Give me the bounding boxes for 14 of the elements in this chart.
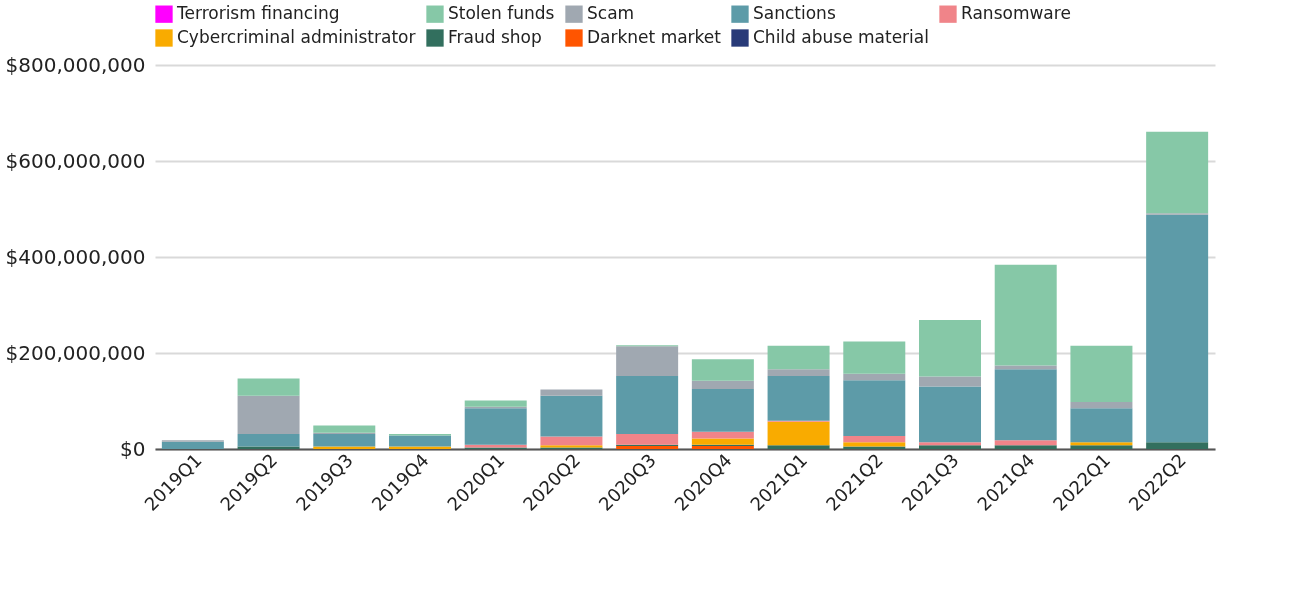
legend-label: Sanctions <box>753 3 836 24</box>
legend-label: Darknet market <box>587 27 722 47</box>
y-tick-label: $600,000,000 <box>5 148 146 173</box>
legend-label: Terrorism financing <box>176 3 340 24</box>
y-tick-label: $800,000,000 <box>5 52 146 77</box>
legend-label: Stolen funds <box>448 3 555 24</box>
legend-label: Child abuse material <box>753 27 929 47</box>
legend-label: Cybercriminal administrator <box>177 27 416 47</box>
legend-label: Fraud shop <box>448 27 542 47</box>
legend-label: Ransomware <box>961 3 1071 24</box>
y-tick-label: $400,000,000 <box>5 244 146 269</box>
y-tick-label: $200,000,000 <box>5 340 146 365</box>
legend-label: Scam <box>587 3 635 24</box>
y-tick-label: $0 <box>120 436 146 461</box>
